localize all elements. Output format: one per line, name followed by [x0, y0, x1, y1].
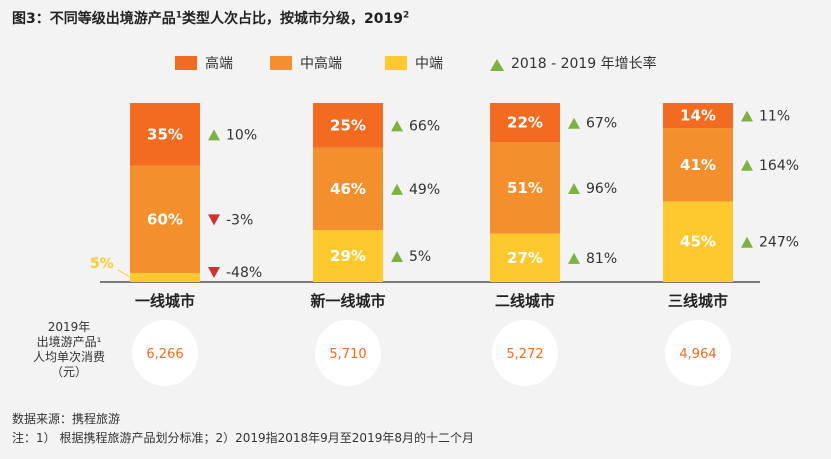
value-label-midhigh-2: 51% — [507, 179, 543, 197]
growth-up-icon-midhigh-3 — [741, 159, 753, 171]
value-label-midhigh-0: 60% — [147, 210, 183, 228]
bar-midhigh-1 — [313, 147, 383, 231]
growth-label-high-2: 67% — [586, 116, 617, 132]
spend-circle-2 — [492, 320, 558, 386]
value-label-mid-2: 27% — [507, 249, 543, 267]
value-label-mid-0: 5% — [90, 256, 114, 272]
spend-circle-3 — [665, 320, 731, 386]
growth-up-icon-high-2 — [568, 117, 580, 129]
growth-up-icon-midhigh-1 — [391, 183, 403, 195]
growth-label-mid-0: -48% — [226, 265, 262, 281]
bar-high-3 — [663, 103, 733, 129]
growth-up-icon-high-3 — [741, 110, 753, 122]
growth-up-icon-mid-1 — [391, 251, 403, 263]
bar-mid-2 — [490, 233, 560, 282]
spend-value-1: 5,710 — [329, 347, 366, 362]
spend-label-line-3: 人均单次消费 — [32, 350, 105, 364]
growth-label-midhigh-2: 96% — [586, 181, 617, 197]
source-note: 数据来源：携程旅游 — [12, 412, 121, 426]
growth-label-high-3: 11% — [759, 109, 790, 125]
spend-value-2: 5,272 — [506, 347, 543, 362]
legend-midhigh-label: 中高端 — [300, 55, 342, 72]
footnote: 注：1） 根据携程旅游产品划分标准；2）2019指2018年9月至2019年8月… — [12, 431, 474, 445]
growth-label-high-1: 66% — [409, 118, 440, 134]
bar-high-1 — [313, 103, 383, 148]
growth-label-midhigh-3: 164% — [759, 158, 799, 174]
value-label-high-0: 35% — [147, 125, 183, 143]
value-label-mid-3: 45% — [680, 233, 716, 251]
spend-label-line-2: 出境游产品¹ — [36, 335, 102, 349]
bar-high-0 — [130, 103, 200, 166]
growth-up-icon-mid-2 — [568, 252, 580, 264]
growth-up-icon-midhigh-2 — [568, 183, 580, 195]
bar-mid-1 — [313, 230, 383, 282]
value-label-mid-1: 29% — [330, 247, 366, 265]
category-label-3: 三线城市 — [668, 292, 728, 310]
value-label-midhigh-1: 46% — [330, 180, 366, 198]
legend-mid-label: 中端 — [415, 56, 443, 72]
title-footnote-2: 2 — [402, 10, 410, 21]
bar-mid-3 — [663, 201, 733, 282]
title-footnote-1: 1 — [175, 10, 183, 21]
bar-midhigh-3 — [663, 128, 733, 202]
growth-down-icon-midhigh-0 — [208, 214, 220, 226]
legend-high-swatch — [175, 56, 197, 70]
growth-up-icon-mid-3 — [741, 236, 753, 248]
category-label-1: 新一线城市 — [310, 292, 385, 310]
legend-midhigh-swatch — [270, 56, 292, 70]
bar-midhigh-2 — [490, 142, 560, 234]
growth-down-icon-mid-0 — [208, 267, 220, 278]
spend-label-line-1: 2019年 — [47, 320, 91, 334]
category-label-0: 一线城市 — [135, 292, 195, 310]
chart-title: 图3：不同等级出境游产品1类型人次占比，按城市分级，20192 — [12, 8, 409, 28]
value-label-high-1: 25% — [330, 116, 366, 134]
spend-label-line-4: （元） — [50, 365, 87, 379]
spend-row-label: 2019年 出境游产品¹ 人均单次消费 （元） — [14, 320, 124, 380]
legend-growth-icon — [490, 59, 504, 71]
growth-label-midhigh-1: 49% — [409, 182, 440, 198]
spend-circle-0 — [132, 320, 198, 386]
spend-value-0: 6,266 — [146, 347, 183, 362]
spend-value-3: 4,964 — [679, 347, 716, 362]
category-label-2: 二线城市 — [495, 292, 555, 310]
bar-midhigh-0 — [130, 165, 200, 274]
growth-label-mid-1: 5% — [409, 249, 431, 265]
title-part2: 类型人次占比，按城市分级，2019 — [182, 11, 403, 27]
title-part1: 图3：不同等级出境游产品 — [12, 11, 176, 27]
value-label-high-3: 14% — [680, 107, 716, 125]
growth-label-midhigh-0: -3% — [226, 212, 253, 228]
growth-label-mid-3: 247% — [759, 235, 799, 251]
legend-growth-label: 2018 - 2019 年增长率 — [511, 55, 657, 72]
growth-up-icon-high-1 — [391, 120, 403, 132]
spend-circle-1 — [315, 320, 381, 386]
legend-mid-swatch — [385, 56, 407, 70]
bar-high-2 — [490, 103, 560, 143]
growth-label-mid-2: 81% — [586, 251, 617, 267]
legend-high-label: 高端 — [205, 55, 233, 72]
value-label-midhigh-3: 41% — [680, 156, 716, 174]
bar-mid-0 — [130, 273, 200, 282]
value-label-high-2: 22% — [507, 114, 543, 132]
growth-label-high-0: 10% — [226, 127, 257, 143]
value-callout-0 — [117, 269, 133, 279]
growth-up-icon-high-0 — [208, 129, 220, 141]
